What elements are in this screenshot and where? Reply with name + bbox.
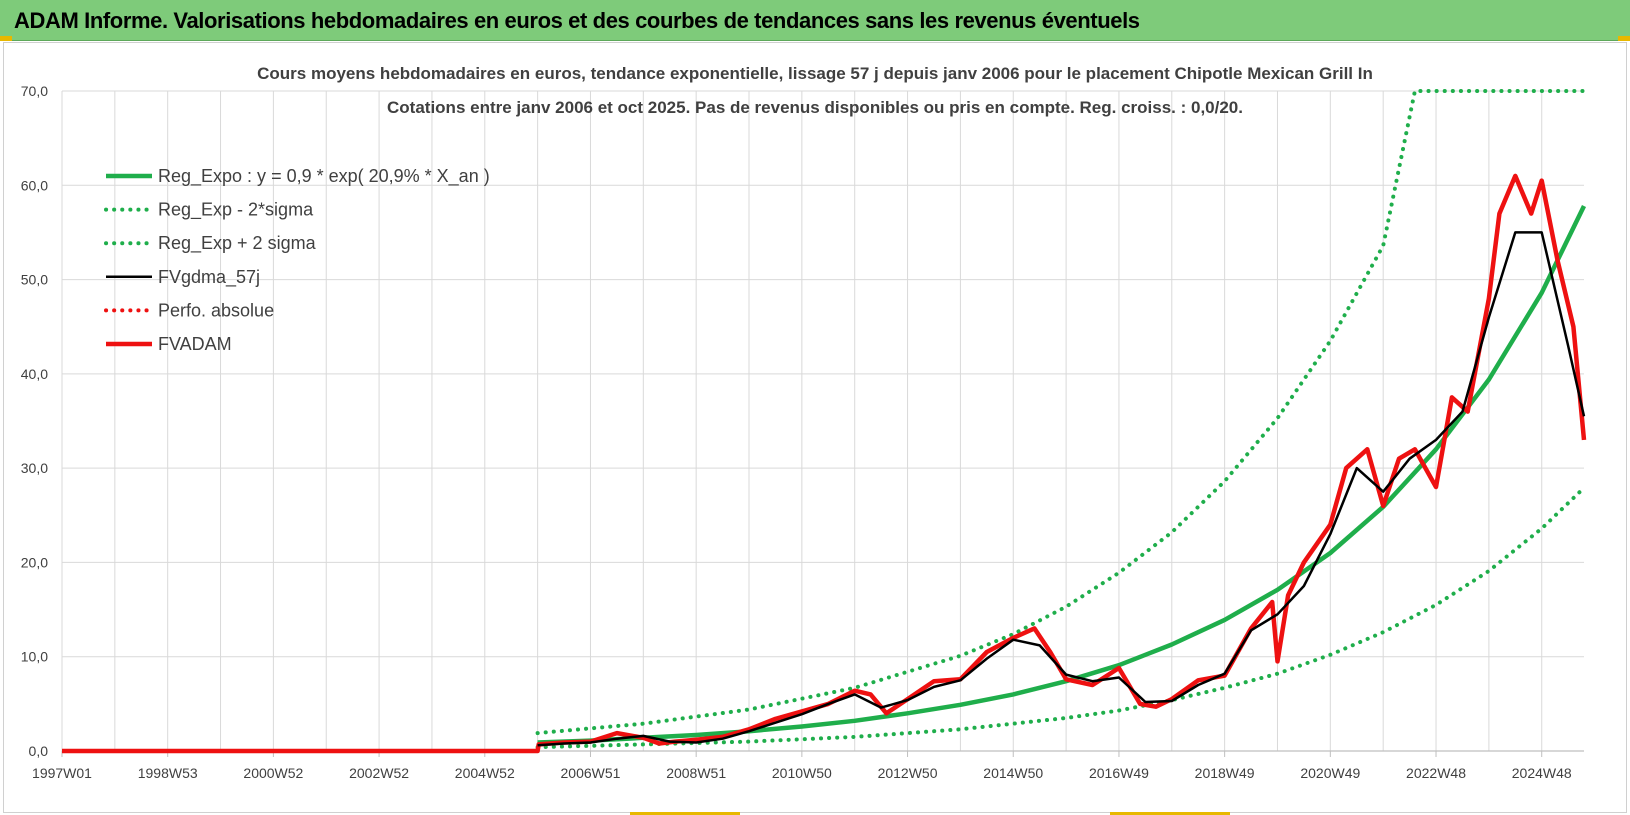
legend-label: Reg_Exp + 2 sigma [158, 233, 317, 254]
x-tick-label: 2010W50 [772, 765, 832, 781]
x-tick-label: 2004W52 [455, 765, 515, 781]
x-tick-label: 1997W01 [32, 765, 92, 781]
bottom-mark [1110, 812, 1230, 815]
x-tick-label: 1998W53 [138, 765, 198, 781]
y-tick-label: 30,0 [21, 460, 48, 476]
x-axis: 1997W01 1998W53 2000W52 2002W52 2004W52 2006W… [32, 750, 1584, 781]
x-tick-label: 2014W50 [983, 765, 1043, 781]
legend-label: FVADAM [158, 334, 232, 354]
series-line-fvgdma-57j [537, 231, 1586, 747]
x-tick-label: 2002W52 [349, 765, 409, 781]
y-tick-label: 0,0 [29, 743, 49, 759]
legend-label: Reg_Expo : y = 0,9 * exp( 20,9% * X_an ) [158, 166, 490, 187]
chart-subtitle: Cotations entre janv 2006 et oct 2025. P… [387, 98, 1243, 117]
banner-title: ADAM Informe. Valorisations hebdomadaire… [14, 8, 1140, 33]
plot-area [62, 89, 1587, 754]
legend-label: FVgdma_57j [158, 267, 260, 288]
series-line-fvadam [62, 173, 1587, 754]
x-tick-label: 2000W52 [243, 765, 303, 781]
chart-grid [61, 90, 1584, 752]
y-axis: 0,0 10,0 20,0 30,0 40,0 50,0 60,0 70,0 [21, 83, 48, 759]
title-banner: ADAM Informe. Valorisations hebdomadaire… [0, 0, 1630, 41]
legend: Reg_Expo : y = 0,9 * exp( 20,9% * X_an )… [104, 166, 490, 354]
x-tick-label: 2022W48 [1406, 765, 1466, 781]
y-tick-label: 20,0 [21, 554, 48, 570]
x-tick-label: 2018W49 [1195, 765, 1255, 781]
series-line-reg-exp-2-sigma [535, 89, 1586, 736]
x-tick-label: 2024W48 [1512, 765, 1572, 781]
y-tick-label: 10,0 [21, 649, 48, 665]
series-line-reg-exp-2-sigma [535, 485, 1586, 750]
bottom-mark [630, 812, 740, 815]
chart-title: Cours moyens hebdomadaires en euros, ten… [257, 64, 1373, 83]
legend-label: Reg_Exp - 2*sigma [158, 200, 314, 221]
x-tick-label: 2012W50 [878, 765, 938, 781]
banner-corner-right [1618, 36, 1630, 41]
chart-frame [3, 42, 1627, 813]
y-tick-label: 40,0 [21, 366, 48, 382]
x-tick-label: 2008W51 [666, 765, 726, 781]
legend-label: Perfo. absolue [158, 300, 274, 320]
y-tick-label: 50,0 [21, 272, 48, 288]
y-tick-label: 60,0 [21, 177, 48, 193]
x-tick-label: 2020W49 [1300, 765, 1360, 781]
y-tick-label: 70,0 [21, 83, 48, 99]
x-tick-label: 2006W51 [561, 765, 621, 781]
chart: 0,010,020,030,040,050,060,070,0 1997W01 1… [21, 64, 1587, 781]
x-tick-label: 2016W49 [1089, 765, 1149, 781]
banner-corner-left [0, 36, 12, 41]
